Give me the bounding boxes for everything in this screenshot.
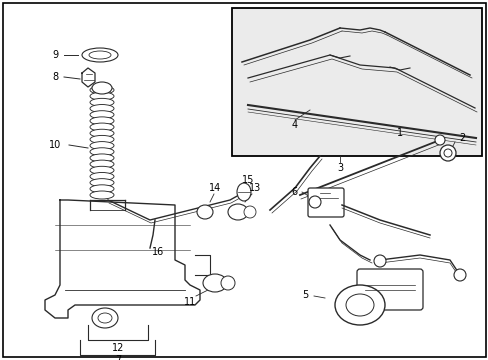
Ellipse shape <box>90 191 114 199</box>
Text: 14: 14 <box>208 183 221 193</box>
Ellipse shape <box>90 141 114 150</box>
Text: 7: 7 <box>115 355 121 360</box>
Text: 2: 2 <box>458 133 464 143</box>
Ellipse shape <box>92 308 118 328</box>
Circle shape <box>434 135 444 145</box>
Text: 13: 13 <box>248 183 261 193</box>
Ellipse shape <box>90 185 114 193</box>
Ellipse shape <box>237 183 250 201</box>
Ellipse shape <box>90 117 114 125</box>
Ellipse shape <box>98 313 112 323</box>
Ellipse shape <box>92 82 112 94</box>
Ellipse shape <box>90 172 114 180</box>
Text: 16: 16 <box>152 247 164 257</box>
Text: 11: 11 <box>183 297 196 307</box>
Ellipse shape <box>90 160 114 168</box>
Ellipse shape <box>90 111 114 119</box>
Ellipse shape <box>244 206 256 218</box>
Ellipse shape <box>90 104 114 113</box>
Text: 1: 1 <box>396 128 402 138</box>
Text: 3: 3 <box>336 163 343 173</box>
Circle shape <box>453 269 465 281</box>
Circle shape <box>308 196 320 208</box>
Circle shape <box>439 145 455 161</box>
Ellipse shape <box>90 166 114 174</box>
Ellipse shape <box>227 204 247 220</box>
Text: 12: 12 <box>112 343 124 353</box>
Ellipse shape <box>90 86 114 94</box>
Text: 10: 10 <box>49 140 61 150</box>
Ellipse shape <box>90 154 114 162</box>
Ellipse shape <box>203 274 226 292</box>
Ellipse shape <box>90 148 114 156</box>
Ellipse shape <box>82 48 118 62</box>
Ellipse shape <box>346 294 373 316</box>
Text: 6: 6 <box>290 187 296 197</box>
Text: 5: 5 <box>301 290 307 300</box>
Ellipse shape <box>90 123 114 131</box>
Ellipse shape <box>334 285 384 325</box>
Ellipse shape <box>221 276 235 290</box>
Circle shape <box>443 149 451 157</box>
Text: 9: 9 <box>52 50 58 60</box>
FancyBboxPatch shape <box>356 269 422 310</box>
Ellipse shape <box>89 51 111 59</box>
FancyBboxPatch shape <box>307 188 343 217</box>
Ellipse shape <box>197 205 213 219</box>
Ellipse shape <box>90 129 114 137</box>
Ellipse shape <box>90 135 114 143</box>
Circle shape <box>373 255 385 267</box>
Text: 8: 8 <box>52 72 58 82</box>
Ellipse shape <box>90 179 114 186</box>
Text: 15: 15 <box>242 175 254 185</box>
Ellipse shape <box>90 92 114 100</box>
Text: 4: 4 <box>291 120 298 130</box>
Ellipse shape <box>90 98 114 106</box>
Bar <box>231 8 481 156</box>
